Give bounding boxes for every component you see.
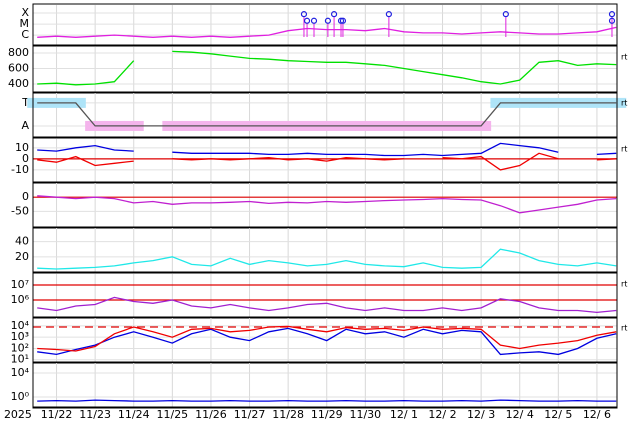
- y-tick-label: 10: [15, 141, 29, 154]
- series-line: [37, 248, 617, 270]
- y-tick-label: 40: [15, 235, 29, 248]
- y-tick-label: 0: [22, 152, 29, 165]
- right-label: rt: [621, 280, 627, 289]
- y-tick-label: 20: [15, 250, 29, 263]
- y-tick-label: M: [20, 17, 30, 30]
- y-tick-label: 400: [8, 77, 29, 90]
- flare-marker: [608, 17, 616, 24]
- flare-marker: [324, 17, 331, 24]
- data-dot: [606, 97, 627, 108]
- x-tick-label: 12/ 5: [544, 408, 572, 421]
- flare-marker: [339, 17, 347, 24]
- y-tick-label: 10⁴: [11, 366, 30, 379]
- flare-marker: [330, 11, 338, 18]
- flare-marker: [385, 11, 392, 18]
- x-tick-label: 2025: [4, 408, 32, 421]
- x-tick-label: 11/27: [234, 408, 266, 421]
- y-tick-label: C: [21, 28, 29, 41]
- y-tick-label: A: [21, 119, 29, 132]
- y-tick-label: 10²: [11, 341, 29, 354]
- y-tick-label: 10⁰: [11, 390, 30, 403]
- y-tick-label: 600: [8, 61, 29, 74]
- series-line: [37, 195, 617, 214]
- series-line: [37, 325, 617, 352]
- x-tick-label: 11/24: [118, 408, 150, 421]
- plot-frame: [32, 3, 618, 409]
- x-tick-label: 12/ 1: [390, 408, 418, 421]
- x-tick-label: 12/ 6: [583, 408, 611, 421]
- right-label: rt: [621, 53, 627, 62]
- y-tick-label: 10³: [11, 330, 29, 343]
- series-line: [37, 26, 617, 38]
- series-line: [37, 102, 617, 127]
- series-line: [37, 142, 617, 157]
- flare-marker: [502, 11, 509, 18]
- right-label: rt: [621, 99, 627, 108]
- series-line: [37, 296, 617, 314]
- y-tick-label: 10⁷: [11, 278, 29, 291]
- x-tick-label: 11/30: [349, 408, 381, 421]
- flare-marker: [310, 17, 318, 24]
- y-tick-label: -50: [11, 204, 29, 217]
- flare-marker: [300, 11, 308, 18]
- y-tick-label: X: [21, 6, 29, 19]
- y-tick-label: 10⁴: [11, 319, 30, 332]
- y-tick-label: 10¹: [11, 353, 29, 366]
- flare-marker: [303, 17, 311, 24]
- flare-marker: [608, 11, 616, 18]
- flare-marker: [337, 17, 345, 24]
- x-tick-label: 11/29: [311, 408, 343, 421]
- y-tick-label: 10⁶: [11, 293, 30, 306]
- x-tick-label: 11/25: [156, 408, 188, 421]
- y-tick-label: 800: [8, 46, 29, 59]
- right-label: rt: [621, 324, 627, 333]
- right-label: rt: [621, 145, 627, 154]
- series-line: [37, 50, 617, 86]
- series-line: [37, 152, 617, 171]
- x-tick-label: 12/ 2: [428, 408, 456, 421]
- x-tick-label: 11/26: [195, 408, 227, 421]
- x-tick-label: 12/ 3: [467, 408, 495, 421]
- y-tick-label: T: [21, 96, 29, 109]
- x-tick-label: 12/ 4: [506, 408, 534, 421]
- y-tick-label: -10: [11, 163, 29, 176]
- x-tick-label: 11/28: [272, 408, 304, 421]
- y-tick-label: 0: [22, 190, 29, 203]
- x-tick-label: 11/23: [79, 408, 111, 421]
- series-line: [37, 399, 617, 402]
- x-tick-label: 11/22: [41, 408, 73, 421]
- series-line: [37, 327, 617, 356]
